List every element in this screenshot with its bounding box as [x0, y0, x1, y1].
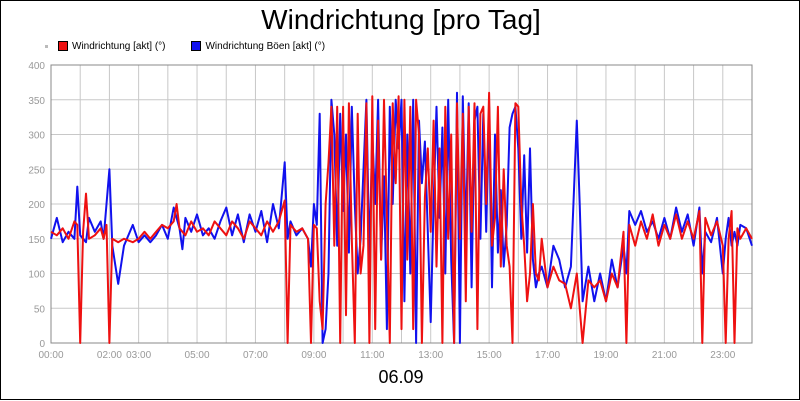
legend-item-boeen[interactable]: Windrichtung Böen [akt] (°) [191, 41, 325, 52]
y-tick-label: 0 [39, 339, 45, 350]
y-tick-label: 350 [28, 96, 45, 107]
plot-border [50, 64, 753, 344]
series-line-boeen [50, 91, 753, 344]
x-tick-label: 09:00 [301, 350, 326, 361]
x-tick-label: 02:00 [97, 350, 122, 361]
x-tick-label: 17:00 [535, 350, 560, 361]
legend-swatch-blue [191, 41, 202, 51]
y-tick-label: 50 [34, 304, 46, 315]
x-tick-label: 13:00 [418, 350, 443, 361]
x-tick-label: 00:00 [38, 350, 63, 361]
legend-label-boeen: Windrichtung Böen [akt] (°) [205, 40, 326, 52]
y-tick-label: 150 [28, 235, 45, 246]
y-tick-label: 200 [28, 200, 45, 211]
y-tick-label: 100 [28, 270, 45, 281]
x-tick-label: 15:00 [477, 350, 502, 361]
date-label: 06.09 [378, 367, 424, 387]
x-tick-label: 19:00 [593, 350, 618, 361]
chart-legend: Windrichtung [akt] (°) Windrichtung Böen… [45, 39, 351, 53]
x-tick-label: 05:00 [185, 350, 210, 361]
legend-toggle-icon [45, 44, 48, 48]
legend-item-windrichtung[interactable]: Windrichtung [akt] (°) [58, 41, 165, 52]
legend-label-windrichtung: Windrichtung [akt] (°) [72, 40, 166, 52]
x-tick-label: 21:00 [652, 350, 677, 361]
x-tick-label: 03:00 [126, 350, 151, 361]
x-tick-label: 11:00 [360, 350, 385, 361]
x-tick-label: 23:00 [710, 350, 735, 361]
series-line-windrichtung [50, 91, 753, 344]
legend-swatch-red [58, 41, 68, 51]
y-tick-label: 250 [28, 165, 45, 176]
y-tick-label: 400 [28, 61, 45, 72]
y-tick-label: 300 [28, 131, 45, 142]
x-tick-label: 07:00 [243, 350, 268, 361]
chart-title: Windrichtung [pro Tag] [261, 4, 541, 35]
